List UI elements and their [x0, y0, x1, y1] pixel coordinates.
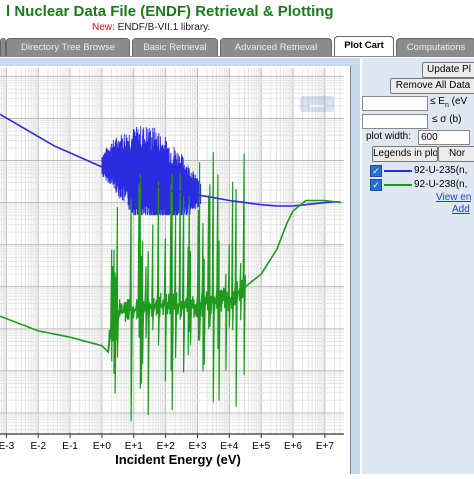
x-tick-label: E+7	[316, 441, 335, 452]
energy-min-input[interactable]	[362, 96, 428, 111]
legend-label-u238: 92-U-238(n,	[414, 179, 468, 190]
legend-checkbox-u235[interactable]: ✓	[370, 165, 382, 177]
sigma-min-input[interactable]	[362, 114, 428, 129]
add-link[interactable]: Add	[452, 204, 470, 215]
series-line-u238	[0, 199, 341, 354]
x-axis-label: Incident Energy (eV)	[115, 452, 241, 467]
page-title: l Nuclear Data File (ENDF) Retrieval & P…	[6, 3, 334, 20]
library-notice: New: ENDF/B-VII.1 library.	[92, 22, 210, 33]
plot-area: E-3 E-2 E-1 E+0 E+1 E+2 E+3 E+4 E+5 E+6 E+7 Incide…	[0, 66, 351, 474]
x-tick-label: E+1	[125, 441, 144, 452]
update-plot-button[interactable]: Update Pl	[422, 62, 474, 78]
legend-entry-u238: ✓ 92-U-238(n,	[370, 178, 474, 192]
svg-text:▬▬: ▬▬	[310, 102, 324, 109]
legend-mode-select[interactable]: Nor	[438, 146, 474, 162]
tab-advanced-retrieval[interactable]: Advanced Retrieval	[220, 38, 332, 56]
energy-range-row: ≤ En (eV	[362, 94, 474, 112]
cross-section-chart: E-3 E-2 E-1 E+0 E+1 E+2 E+3 E+4 E+5 E+6 E+7 Incide…	[0, 68, 344, 467]
legend-label-u235: 92-U-235(n,	[414, 165, 468, 176]
x-tick-label: E-3	[0, 441, 15, 452]
new-label: New:	[92, 22, 115, 33]
tab-basic-retrieval[interactable]: Basic Retrieval	[132, 38, 218, 56]
plot-width-row: plot width: 600	[362, 130, 474, 146]
x-tick-label: E+0	[93, 441, 112, 452]
tab-edge	[0, 38, 6, 56]
legend-checkbox-u238[interactable]: ✓	[370, 179, 382, 191]
legend-line-u238	[384, 184, 412, 186]
x-tick-labels: E-3 E-2 E-1 E+0 E+1 E+2 E+3 E+4 E+5 E+6 E+7	[0, 434, 334, 452]
library-link[interactable]: ENDF/B-VII.1 library.	[117, 22, 211, 33]
plot-width-input[interactable]: 600	[418, 130, 470, 145]
x-tick-label: E+3	[188, 441, 207, 452]
plot-panel: E-3 E-2 E-1 E+0 E+1 E+2 E+3 E+4 E+5 E+6 E+7 Incide…	[0, 58, 360, 474]
legend-line-u235	[384, 170, 412, 172]
sigma-label: ≤ σ (b)	[432, 114, 462, 125]
legend-entry-u235: ✓ 92-U-235(n,	[370, 164, 474, 178]
tab-divider	[0, 56, 474, 57]
tab-directory-tree-browse[interactable]: Directory Tree Browse	[6, 38, 130, 56]
view-endf-link[interactable]: View en	[436, 192, 472, 203]
sigma-range-row: ≤ σ (b)	[362, 112, 474, 130]
x-tick-label: E-2	[30, 441, 46, 452]
x-tick-label: E+6	[284, 441, 303, 452]
legends-in-plot-button[interactable]: Legends in plot	[372, 146, 438, 162]
control-sidebar: Update Pl Remove All Data ≤ En (eV ≤ σ (…	[362, 58, 474, 474]
tab-bar: Directory Tree Browse Basic Retrieval Ad…	[0, 36, 474, 57]
x-tick-label: E-1	[62, 441, 78, 452]
tab-computations[interactable]: Computations	[396, 38, 474, 56]
x-tick-label: E+4	[220, 441, 239, 452]
energy-label: ≤ En (eV	[430, 96, 468, 109]
plot-width-label: plot width:	[366, 131, 412, 142]
chart-lines	[0, 113, 341, 354]
remove-all-data-button[interactable]: Remove All Data	[390, 78, 474, 94]
plotly-logo-watermark: ▬▬	[300, 96, 334, 112]
tab-plot-cart[interactable]: Plot Cart	[334, 36, 394, 57]
x-tick-label: E+5	[252, 441, 271, 452]
x-tick-label: E+2	[157, 441, 176, 452]
series-line-u235	[0, 113, 341, 207]
